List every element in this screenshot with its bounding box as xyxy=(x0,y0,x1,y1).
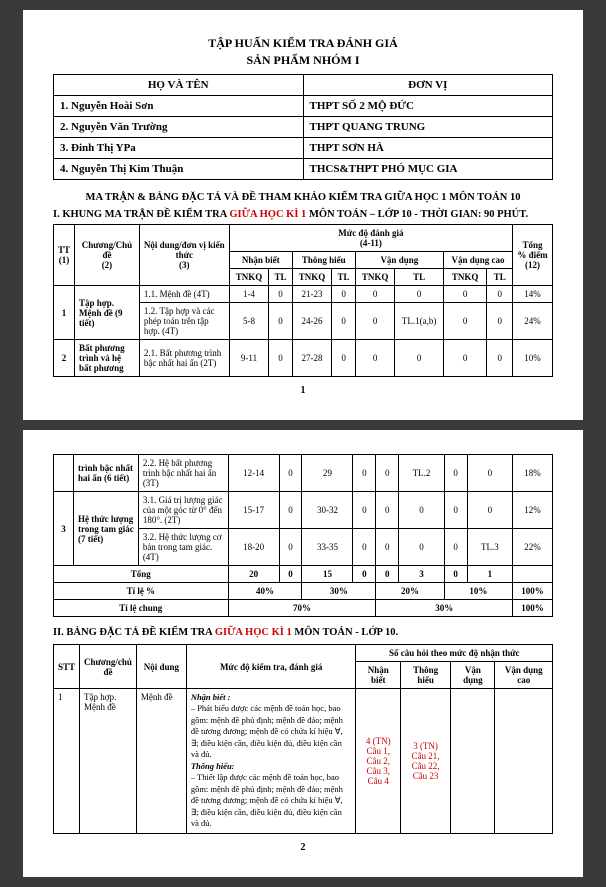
heading-I: I. KHUNG MA TRẬN ĐỀ KIỂM TRA GIỮA HỌC KÌ… xyxy=(53,209,553,220)
heading-II: II. BẢNG ĐẶC TẢ ĐỀ KIỂM TRA GIỮA HỌC KÌ … xyxy=(53,627,553,638)
table-row: 3 Hệ thức lượng trong tam giác (7 tiết) … xyxy=(54,492,553,529)
h-chuong: Chương/Chủ đề (2) xyxy=(75,225,140,286)
table-row: 4. Nguyễn Thị Kim ThuậnTHCS&THPT PHÓ MỤC… xyxy=(54,159,553,180)
table-row: 3. Đinh Thị YPaTHPT SƠN HÀ xyxy=(54,138,553,159)
h-tt: TT (1) xyxy=(54,225,75,286)
chung-row: Tỉ lệ chung 70% 30% 100% xyxy=(54,600,553,617)
matrix-table: TT (1) Chương/Chủ đề (2) Nội dung/đơn vị… xyxy=(53,224,553,377)
title-line-2: SẢN PHẨM NHÓM I xyxy=(53,53,553,68)
h-tong: Tổng % điểm (12) xyxy=(513,225,553,286)
page-2: trình bậc nhất hai ẩn (6 tiết) 2.2. Hệ b… xyxy=(23,430,583,877)
table-row: 1. Nguyễn Hoài SơnTHPT SỐ 2 MỘ ĐỨC xyxy=(54,96,553,117)
title-line-1: TẬP HUẤN KIỂM TRA ĐÁNH GIÁ xyxy=(53,36,553,51)
col-name: HỌ VÀ TÊN xyxy=(54,75,304,96)
table-row: 1 Tập hợp. Mệnh đề (9 tiết) 1.1. Mệnh đề… xyxy=(54,286,553,303)
table-row: trình bậc nhất hai ẩn (6 tiết) 2.2. Hệ b… xyxy=(54,455,553,492)
col-unit: ĐƠN VỊ xyxy=(303,75,553,96)
totals-row: Tổng 200 150 03 01 xyxy=(54,566,553,583)
tile-row: Tỉ lệ % 40% 30% 20% 10% 100% xyxy=(54,583,553,600)
page-1: TẬP HUẤN KIỂM TRA ĐÁNH GIÁ SẢN PHẨM NHÓM… xyxy=(23,10,583,420)
table-row: 1 Tập hợp. Mệnh đề Mệnh đề Nhận biết : –… xyxy=(54,689,553,834)
heading-matrix: MA TRẬN & BẢNG ĐẶC TẢ VÀ ĐỀ THAM KHẢO KI… xyxy=(53,192,553,203)
h-mucdo: Mức độ đánh giá (4-11) xyxy=(229,225,512,252)
names-table: HỌ VÀ TÊN ĐƠN VỊ 1. Nguyễn Hoài SơnTHPT … xyxy=(53,74,553,180)
mucdo-cell: Nhận biết : – Phát biểu được các mệnh đề… xyxy=(186,689,356,834)
table-row: 2. Nguyễn Văn TrườngTHPT QUANG TRUNG xyxy=(54,117,553,138)
matrix-table-cont: trình bậc nhất hai ẩn (6 tiết) 2.2. Hệ b… xyxy=(53,454,553,617)
page-number: 1 xyxy=(53,385,553,396)
spec-table: STT Chương/chủ đề Nội dung Mức độ kiểm t… xyxy=(53,644,553,834)
table-row: 2 Bất phương trình và hệ bất phương 2.1.… xyxy=(54,340,553,377)
h-noidung: Nội dung/đơn vị kiến thức (3) xyxy=(139,225,229,286)
